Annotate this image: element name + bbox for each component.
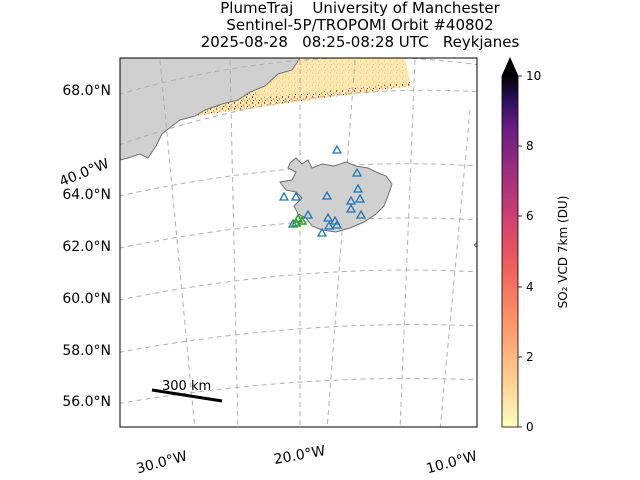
colorbar: 0 2 4 6 8 10 SO₂ VCD 7km (DU): [501, 57, 570, 434]
active-vent-marker: [290, 217, 302, 227]
colorbar-tick-2: 2: [526, 350, 534, 364]
colorbar-tick-8: 8: [526, 139, 534, 153]
colorbar-tick-0: 0: [526, 420, 534, 434]
volcano-marker: [290, 191, 302, 201]
graticule: [120, 58, 477, 427]
volcano-marker: [352, 183, 364, 193]
lon-label-10w: 10.0°W: [425, 448, 480, 477]
colorbar-tick-10: 10: [526, 69, 541, 83]
map-frame: [119, 57, 478, 428]
scale-bar-label: 300 km: [162, 379, 211, 394]
lon-label-20w: 20.0°W: [273, 443, 327, 468]
faroe-coast: [473, 241, 477, 249]
title-line-2: Sentinel-5P/TROPOMI Orbit #40802: [226, 16, 494, 34]
volcano-marker: [354, 193, 366, 203]
volcano-marker: [331, 219, 343, 229]
colorbar-tick-4: 4: [526, 280, 534, 294]
volcano-marker: [331, 144, 343, 154]
volcano-marker: [302, 209, 314, 219]
active-vent-markers: [290, 213, 308, 227]
volcano-marker: [316, 227, 328, 237]
volcano-marker: [287, 218, 299, 228]
greenland-landmass: [120, 58, 301, 161]
colorbar-extend-arrow: [501, 57, 519, 77]
volcano-marker: [355, 209, 367, 219]
volcano-marker: [322, 212, 334, 222]
title-line-3: 2025-08-28 08:25-08:28 UTC Reykjanes: [200, 33, 520, 51]
scale-bar: [151, 388, 223, 403]
volcano-marker: [278, 191, 290, 201]
lat-label-60: 60.0°N: [62, 291, 111, 307]
lat-label-64: 64.0°N: [62, 187, 111, 203]
volcano-marker: [345, 203, 357, 213]
lon-label-40w: 40.0°W: [57, 156, 111, 190]
title-line-1: PlumeTraj University of Manchester: [220, 0, 500, 17]
lat-label-62: 62.0°N: [62, 239, 111, 255]
lat-label-58: 58.0°N: [62, 343, 111, 359]
map-area: [120, 58, 477, 427]
volcano-marker: [351, 167, 363, 177]
lon-label-30w: 30.0°W: [135, 448, 190, 477]
volcano-marker: [321, 190, 333, 200]
colorbar-label: SO₂ VCD 7km (DU): [556, 196, 570, 309]
colorbar-tick-6: 6: [526, 209, 534, 223]
volcano-marker: [323, 220, 335, 230]
volcano-markers: [278, 144, 367, 237]
lat-label-68: 68.0°N: [62, 83, 111, 99]
lat-label-56: 56.0°N: [62, 394, 111, 410]
iceland-landmass: [279, 157, 393, 233]
active-vent-marker: [296, 215, 308, 225]
